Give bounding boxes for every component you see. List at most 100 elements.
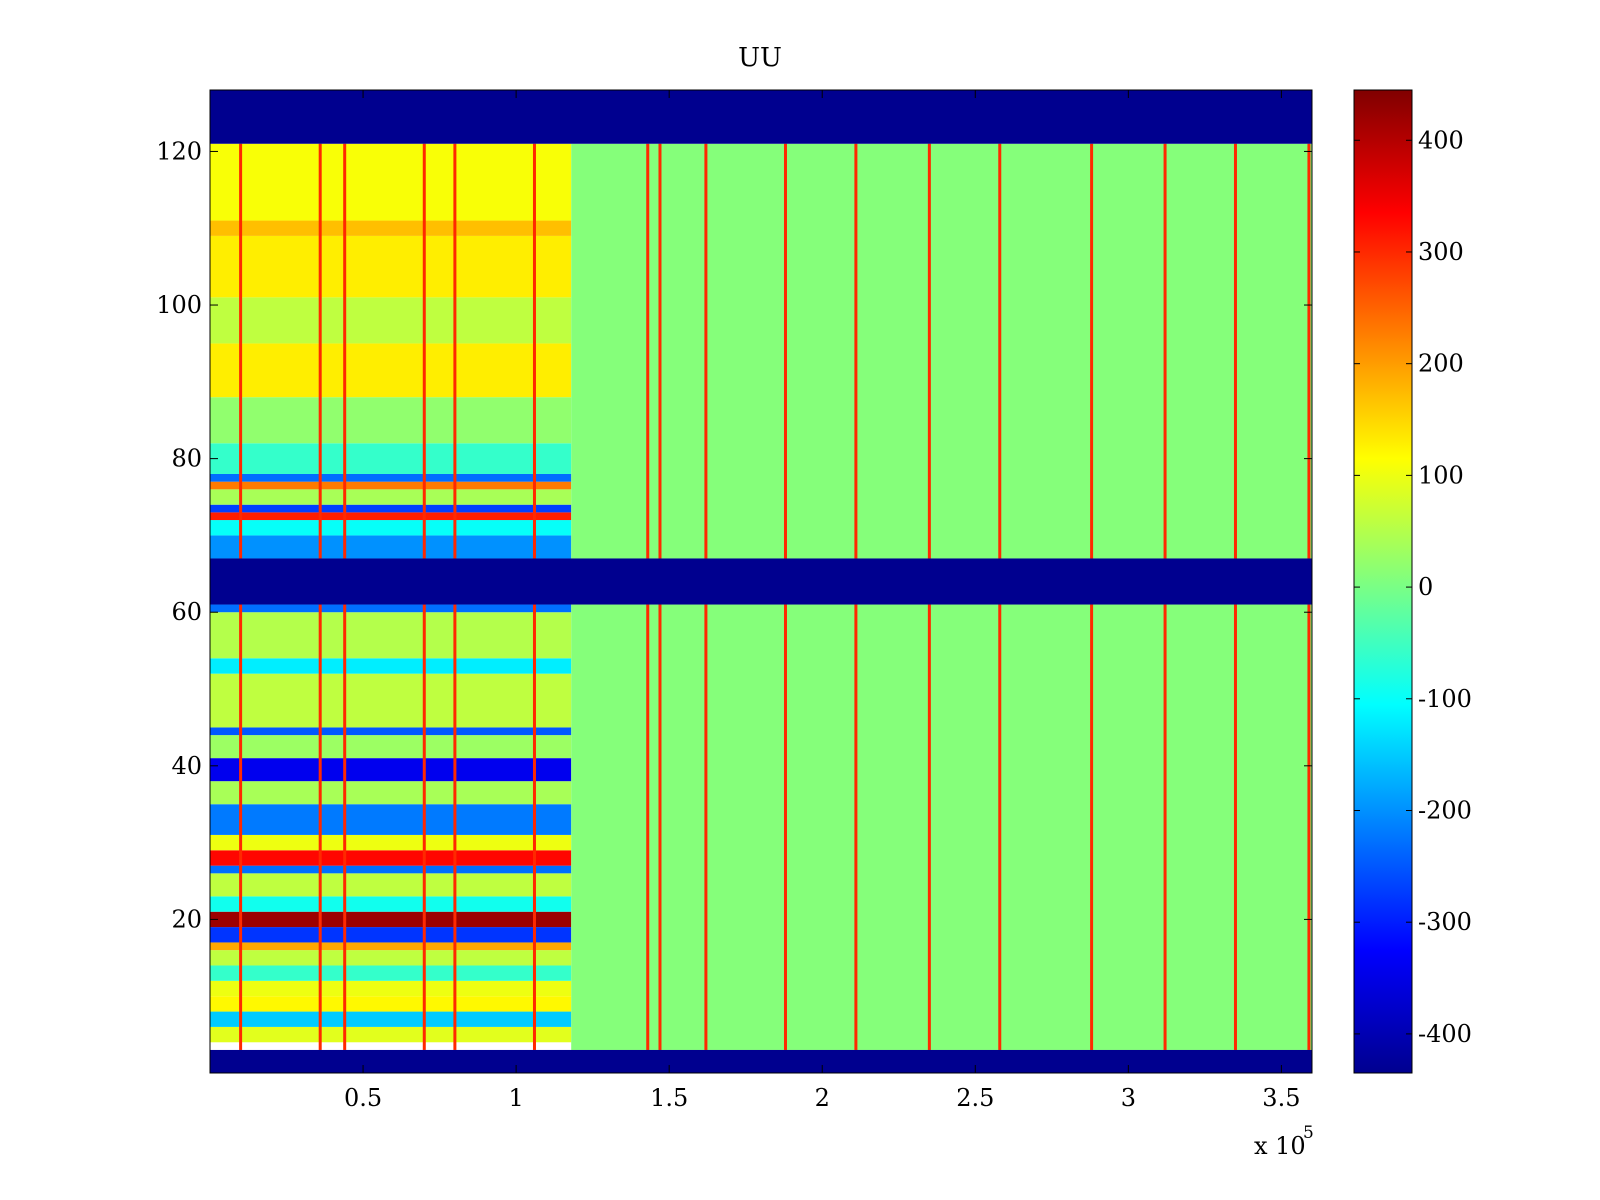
heatmap-band bbox=[210, 473, 572, 482]
heatmap-band bbox=[210, 942, 572, 951]
spike-column bbox=[1307, 604, 1311, 1050]
colorbar-tick-label: -400 bbox=[1418, 1020, 1472, 1048]
colorbar-tick-label: 200 bbox=[1418, 350, 1464, 378]
colorbar-tick-label: -300 bbox=[1418, 908, 1472, 936]
colorbar-tick-label: 300 bbox=[1418, 238, 1464, 266]
heatmap-plot-area bbox=[210, 90, 1312, 1073]
plot-frame bbox=[209, 89, 1313, 1074]
spike-column bbox=[532, 143, 536, 559]
spike-column bbox=[783, 143, 787, 559]
colorbar-tick-label: -200 bbox=[1418, 796, 1472, 824]
colorbar-frame bbox=[1353, 89, 1413, 1074]
spike-column bbox=[658, 604, 662, 1050]
spike-column bbox=[1090, 143, 1094, 559]
spike-column bbox=[453, 604, 457, 1050]
spike-column bbox=[854, 143, 858, 559]
heatmap-band bbox=[210, 443, 572, 474]
heatmap-band bbox=[210, 481, 572, 490]
spike-column bbox=[998, 604, 1002, 1050]
heatmap-band bbox=[210, 950, 572, 966]
x-tick-label: 3 bbox=[1121, 1084, 1136, 1112]
heatmap-band-late bbox=[571, 604, 1312, 1050]
x-tick-label: 1 bbox=[508, 1084, 523, 1112]
heatmap-band bbox=[210, 980, 572, 997]
heatmap-band bbox=[210, 927, 572, 943]
x-tick-label: 2 bbox=[815, 1084, 830, 1112]
spike-column bbox=[998, 143, 1002, 559]
y-tick-label: 60 bbox=[171, 598, 202, 626]
heatmap-band-late bbox=[571, 143, 1312, 559]
spike-column bbox=[343, 143, 347, 559]
heatmap-band bbox=[210, 873, 572, 897]
heatmap-band bbox=[210, 235, 572, 298]
heatmap-band bbox=[210, 896, 572, 912]
x-tick-label: 2.5 bbox=[956, 1084, 994, 1112]
spike-column bbox=[318, 604, 322, 1050]
heatmap-band bbox=[210, 520, 572, 536]
spike-column bbox=[927, 143, 931, 559]
x-exponent-label: x 10 5 bbox=[1254, 1123, 1314, 1160]
heatmap-band bbox=[210, 834, 572, 851]
heatmap-band bbox=[210, 911, 572, 928]
spike-column bbox=[646, 143, 650, 559]
y-tick-label: 20 bbox=[171, 905, 202, 933]
heatmap-band bbox=[210, 535, 572, 559]
masked-row-band bbox=[210, 558, 1312, 605]
spike-column bbox=[1233, 604, 1237, 1050]
heatmap-band bbox=[210, 735, 572, 759]
heatmap-band bbox=[210, 673, 572, 728]
spike-column bbox=[1163, 143, 1167, 559]
heatmap-band bbox=[210, 612, 572, 659]
heatmap-band bbox=[210, 604, 572, 613]
heatmap-band bbox=[210, 397, 572, 444]
heatmap-band bbox=[210, 758, 572, 782]
spike-column bbox=[239, 604, 243, 1050]
spike-column bbox=[704, 604, 708, 1050]
x-axis: 0.5 1 1.5 2 2.5 3 3.5 bbox=[344, 90, 1300, 1112]
spike-column bbox=[646, 604, 650, 1050]
heatmap-band bbox=[210, 512, 572, 521]
colorbar-tick-label: 100 bbox=[1418, 461, 1464, 489]
spike-column bbox=[783, 604, 787, 1050]
spike-column bbox=[1090, 604, 1094, 1050]
spike-column bbox=[927, 604, 931, 1050]
heatmap-band bbox=[210, 658, 572, 674]
x-exponent-power: 5 bbox=[1303, 1123, 1314, 1143]
y-axis: 20 40 60 80 100 120 bbox=[156, 137, 1312, 933]
spike-column bbox=[658, 143, 662, 559]
spike-column bbox=[343, 604, 347, 1050]
spike-column bbox=[318, 143, 322, 559]
spike-column bbox=[704, 143, 708, 559]
x-tick-label: 0.5 bbox=[344, 1084, 382, 1112]
spike-column bbox=[1163, 604, 1167, 1050]
colorbar-ticks: 400 300 200 100 0 -100 -200 -300 -400 bbox=[1354, 126, 1472, 1048]
colorbar-tick-label: 400 bbox=[1418, 126, 1464, 154]
heatmap-band bbox=[210, 865, 572, 874]
y-tick-label: 120 bbox=[156, 137, 202, 165]
heatmap-band bbox=[210, 297, 572, 344]
masked-row-band bbox=[210, 1049, 1312, 1073]
spike-column bbox=[854, 604, 858, 1050]
masked-row-band bbox=[210, 90, 1312, 144]
heatmap-band bbox=[210, 996, 572, 1012]
x-exponent-base: x 10 bbox=[1254, 1132, 1306, 1160]
heatmap-band bbox=[210, 1026, 572, 1043]
chart-title: UU bbox=[738, 43, 782, 73]
spike-column bbox=[1307, 143, 1311, 559]
spike-column bbox=[239, 143, 243, 559]
y-tick-label: 80 bbox=[171, 445, 202, 473]
y-tick-label: 40 bbox=[171, 752, 202, 780]
heatmap-band bbox=[210, 504, 572, 513]
colorbar bbox=[1354, 90, 1412, 1073]
heatmap-band bbox=[210, 804, 572, 835]
heatmap-band bbox=[210, 727, 572, 736]
heatmap-band bbox=[210, 1011, 572, 1027]
colorbar-tick-label: 0 bbox=[1418, 573, 1433, 601]
spike-column bbox=[1233, 143, 1237, 559]
svg-text:x 10: x 10 bbox=[1254, 1132, 1306, 1160]
heatmap-band bbox=[210, 143, 572, 221]
spike-column bbox=[453, 143, 457, 559]
spike-column bbox=[532, 604, 536, 1050]
y-tick-label: 100 bbox=[156, 291, 202, 319]
